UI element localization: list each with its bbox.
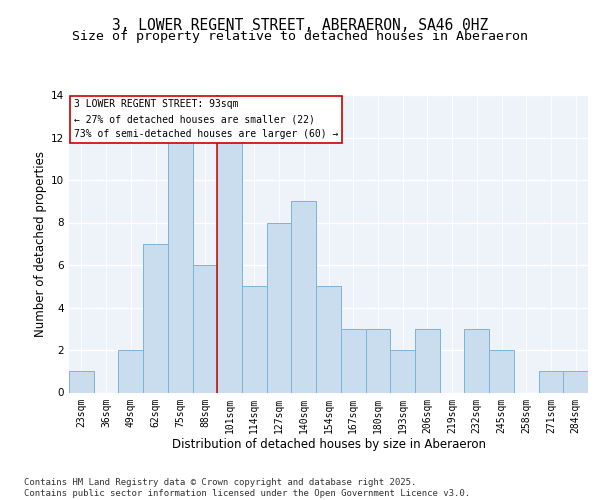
Bar bbox=[341, 329, 365, 392]
Bar bbox=[168, 138, 193, 392]
Bar bbox=[217, 138, 242, 392]
Bar bbox=[390, 350, 415, 393]
Bar bbox=[316, 286, 341, 393]
Text: 3 LOWER REGENT STREET: 93sqm
← 27% of detached houses are smaller (22)
73% of se: 3 LOWER REGENT STREET: 93sqm ← 27% of de… bbox=[74, 100, 338, 139]
Bar bbox=[489, 350, 514, 393]
Bar bbox=[267, 222, 292, 392]
Bar bbox=[292, 201, 316, 392]
Bar bbox=[242, 286, 267, 393]
Bar bbox=[193, 265, 217, 392]
Bar bbox=[365, 329, 390, 392]
Text: Contains HM Land Registry data © Crown copyright and database right 2025.
Contai: Contains HM Land Registry data © Crown c… bbox=[24, 478, 470, 498]
Text: Size of property relative to detached houses in Aberaeron: Size of property relative to detached ho… bbox=[72, 30, 528, 43]
Y-axis label: Number of detached properties: Number of detached properties bbox=[34, 151, 47, 337]
Bar bbox=[143, 244, 168, 392]
Bar bbox=[563, 371, 588, 392]
Bar bbox=[539, 371, 563, 392]
Bar bbox=[69, 371, 94, 392]
Bar bbox=[415, 329, 440, 392]
X-axis label: Distribution of detached houses by size in Aberaeron: Distribution of detached houses by size … bbox=[172, 438, 485, 451]
Text: 3, LOWER REGENT STREET, ABERAERON, SA46 0HZ: 3, LOWER REGENT STREET, ABERAERON, SA46 … bbox=[112, 18, 488, 32]
Bar bbox=[118, 350, 143, 393]
Bar bbox=[464, 329, 489, 392]
